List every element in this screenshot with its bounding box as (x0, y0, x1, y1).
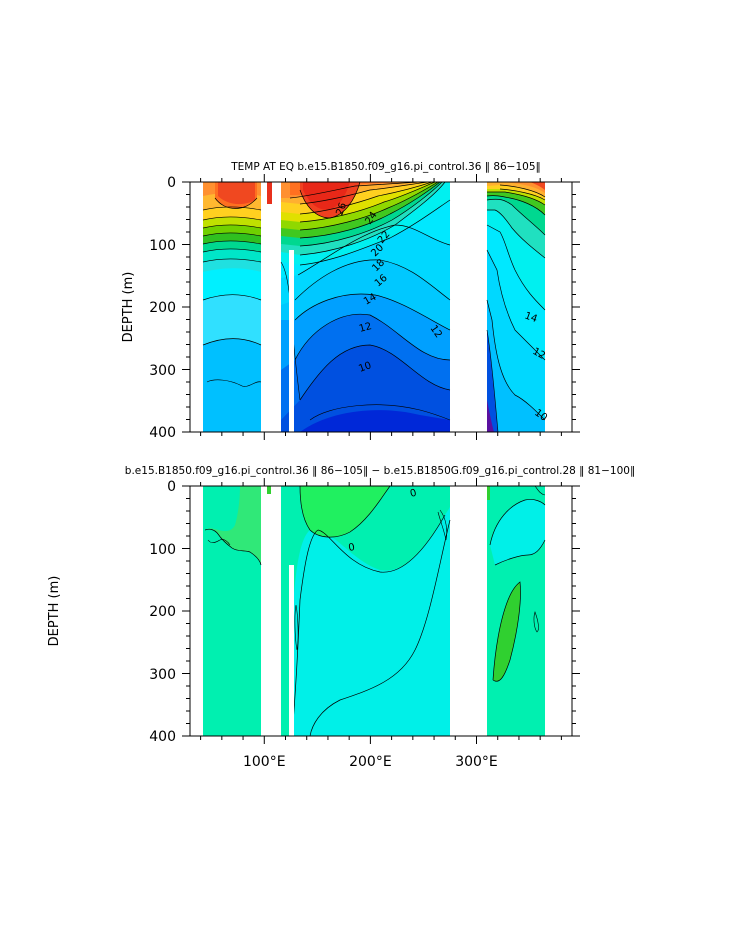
panel1-y-axis-label: DEPTH (m) (121, 272, 136, 343)
y-tick-label: 100 (149, 238, 176, 254)
panel1-indian-layers (202, 182, 262, 432)
x-tick-label: 200°E (349, 754, 392, 770)
contour-label: 10 (357, 360, 373, 375)
y-tick-label: 100 (149, 542, 176, 558)
panel2-x-tick-labels: 100°E 200°E 300°E (243, 754, 498, 770)
panel1-title: TEMP AT EQ b.e15.B1850.f09_g16.pi_contro… (230, 161, 541, 173)
x-tick-label: 100°E (243, 754, 286, 770)
panel1-ticks (182, 174, 580, 440)
y-tick-label: 400 (149, 425, 176, 441)
x-tick-label: 300°E (455, 754, 498, 770)
y-tick-label: 300 (149, 667, 176, 683)
contour-label: 26 (334, 201, 349, 217)
y-tick-label: 200 (149, 604, 176, 620)
contour-label: 14 (523, 310, 539, 325)
panel2-y-tick-labels: 0 100 200 300 400 (149, 479, 176, 745)
panel2-region-atlantic (487, 486, 546, 736)
contour-label: 0 (409, 488, 418, 500)
contour-label: 12 (358, 321, 373, 335)
panel1-plot-area (202, 182, 546, 432)
panel2-strip-a (267, 486, 271, 494)
y-tick-label: 400 (149, 729, 176, 745)
panel2-y-axis-label: DEPTH (m) (47, 576, 62, 647)
panel2-ticks (182, 478, 580, 744)
panel2-title: b.e15.B1850.f09_g16.pi_control.36 ‖ 86−1… (125, 465, 635, 477)
panel2-region-indian (203, 486, 262, 736)
contour-label: 0 (348, 542, 356, 554)
panel1-region-atlantic (486, 182, 546, 432)
panel1-y-tick-labels: 0 100 200 300 400 (149, 175, 176, 441)
y-tick-label: 300 (149, 363, 176, 379)
y-tick-label: 200 (149, 300, 176, 316)
panel2-plot-area (203, 486, 546, 736)
panel-temperature: TEMP AT EQ b.e15.B1850.f09_g16.pi_contro… (121, 161, 580, 441)
panel1-strip-a (267, 182, 272, 204)
panel2-region-pacific (281, 486, 451, 736)
y-tick-label: 0 (167, 479, 176, 495)
panel1-region-pacific (280, 182, 451, 432)
panel-difference: b.e15.B1850.f09_g16.pi_control.36 ‖ 86−1… (47, 465, 635, 770)
y-tick-label: 0 (167, 175, 176, 191)
panel2-contour-labels: 0 0 (348, 488, 418, 554)
